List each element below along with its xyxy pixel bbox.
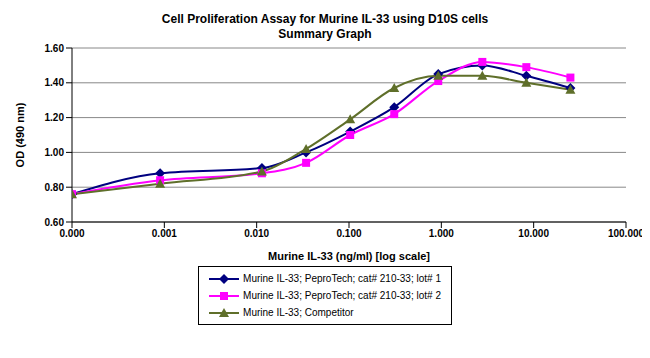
svg-text:0.100: 0.100 bbox=[336, 228, 361, 239]
svg-text:10.000: 10.000 bbox=[518, 228, 549, 239]
html-text:Summary Graph: Summary Graph bbox=[278, 27, 372, 41]
html-text:Cell Proliferation Assay for M: Cell Proliferation Assay for Murine IL-3… bbox=[161, 12, 489, 26]
svg-text:1.40: 1.40 bbox=[45, 77, 65, 88]
svg-text:0.001: 0.001 bbox=[152, 228, 177, 239]
svg-text:0.60: 0.60 bbox=[45, 217, 65, 228]
svg-text:OD (490 nm): OD (490 nm) bbox=[14, 102, 26, 167]
svg-text:1.20: 1.20 bbox=[45, 112, 65, 123]
svg-text:0.010: 0.010 bbox=[244, 228, 269, 239]
svg-text:Murine IL-33 (ng/ml) [log scal: Murine IL-33 (ng/ml) [log scale] bbox=[268, 250, 430, 262]
svg-text:0.000: 0.000 bbox=[59, 228, 84, 239]
html-text:Murine IL-33; PeproTech; cat#: Murine IL-33; PeproTech; cat# 210-33; lo… bbox=[243, 290, 441, 301]
html-text:Murine IL-33; Competitor: Murine IL-33; Competitor bbox=[243, 307, 354, 318]
svg-text:1.000: 1.000 bbox=[429, 228, 454, 239]
svg-text:1.00: 1.00 bbox=[45, 147, 65, 158]
svg-text:1.60: 1.60 bbox=[45, 43, 65, 54]
svg-text:100.000: 100.000 bbox=[608, 228, 642, 239]
html-text:Murine IL-33; PeproTech; cat#: Murine IL-33; PeproTech; cat# 210-33; lo… bbox=[243, 273, 441, 284]
svg-text:0.80: 0.80 bbox=[45, 182, 65, 193]
